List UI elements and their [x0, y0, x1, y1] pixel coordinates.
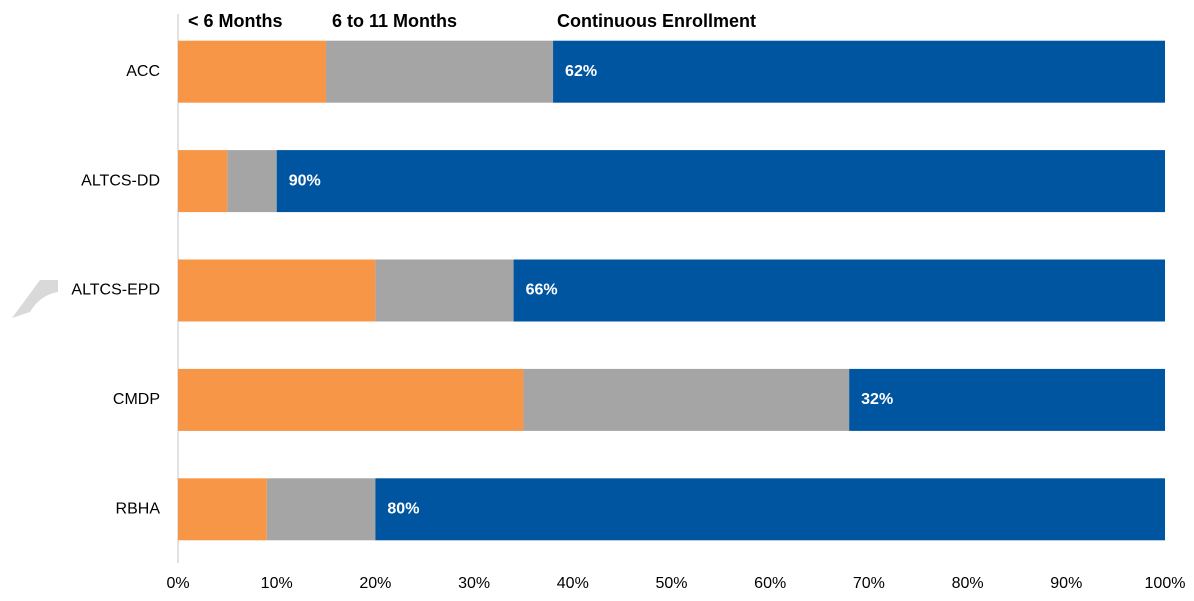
legend-label: 6 to 11 Months	[332, 11, 457, 31]
x-tick-label: 10%	[261, 575, 293, 592]
data-label: 80%	[387, 501, 419, 518]
bar-segment	[553, 40, 1165, 103]
bar-segment	[276, 150, 1165, 213]
bar-segment	[266, 478, 376, 541]
x-tick-label: 60%	[754, 575, 786, 592]
y-tick-label: ALTCS-DD	[81, 172, 160, 189]
bar-segment	[178, 368, 524, 431]
x-tick-label: 0%	[166, 575, 189, 592]
bar-segment	[375, 259, 514, 322]
bar-segment	[178, 259, 376, 322]
data-label: 66%	[526, 282, 558, 299]
bar-segment	[326, 40, 554, 103]
x-tick-label: 30%	[458, 575, 490, 592]
x-tick-label: 80%	[952, 575, 984, 592]
bar-segment	[227, 150, 277, 213]
y-tick-label: RBHA	[116, 501, 161, 518]
bar-segment	[849, 368, 1165, 431]
x-tick-label: 70%	[853, 575, 885, 592]
legend-label: Continuous Enrollment	[557, 11, 756, 31]
bar-segment	[513, 259, 1165, 322]
bar-segment	[178, 40, 327, 103]
y-tick-label: CMDP	[113, 391, 160, 408]
bar-segment	[523, 368, 850, 431]
decoration	[12, 280, 58, 318]
bar-segment	[375, 478, 1165, 541]
bar-segment	[178, 478, 267, 541]
x-tick-label: 20%	[359, 575, 391, 592]
legend-label: < 6 Months	[188, 11, 283, 31]
data-label: 32%	[861, 391, 893, 408]
x-tick-label: 90%	[1050, 575, 1082, 592]
y-tick-label: ACC	[126, 63, 160, 80]
x-tick-label: 100%	[1145, 575, 1186, 592]
data-label: 62%	[565, 63, 597, 80]
y-tick-label: ALTCS-EPD	[71, 282, 160, 299]
bar-segment	[178, 150, 228, 213]
x-tick-label: 40%	[557, 575, 589, 592]
x-tick-label: 50%	[655, 575, 687, 592]
data-label: 90%	[289, 172, 321, 189]
